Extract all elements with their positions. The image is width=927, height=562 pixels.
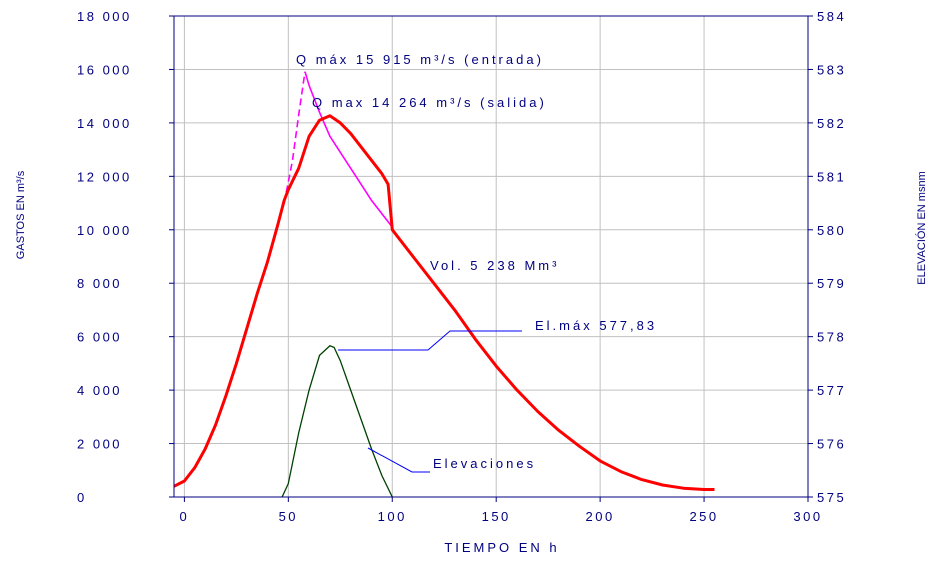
y-left-tick-label-5: 10 000 bbox=[77, 223, 132, 238]
y-right-tick-label-579: 579 bbox=[817, 276, 846, 291]
annotation-qmax_in: Q máx 15 915 m³/s (entrada) bbox=[296, 52, 544, 67]
y-left-tick-label-0: 0 bbox=[77, 490, 87, 505]
x-tick-label-150: 150 bbox=[482, 509, 511, 524]
grid-lines bbox=[174, 16, 808, 497]
x-axis-label: TIEMPO EN h bbox=[444, 540, 559, 555]
y-left-tick-label-3: 6 000 bbox=[77, 330, 122, 345]
series-group bbox=[173, 71, 715, 498]
leader-elevaciones bbox=[367, 447, 430, 473]
series-entrada-falling bbox=[304, 71, 393, 228]
y-right-tick-label-584: 584 bbox=[817, 9, 846, 24]
y-right-tick-label-578: 578 bbox=[817, 330, 846, 345]
annotation-labels: Q máx 15 915 m³/s (entrada) Q max 14 264 … bbox=[296, 52, 657, 471]
y-left-tick-label-1: 2 000 bbox=[77, 437, 122, 452]
x-tick-label-300: 300 bbox=[793, 509, 822, 524]
series-salida bbox=[173, 114, 715, 491]
y-axis-label-left: GASTOS EN m³/s bbox=[15, 170, 27, 259]
x-tick-label-200: 200 bbox=[586, 509, 615, 524]
series-entrada-rising bbox=[283, 71, 306, 204]
y-right-tick-label-581: 581 bbox=[817, 169, 846, 184]
annotation-leaders bbox=[338, 330, 522, 473]
annotation-elev: Elevaciones bbox=[433, 456, 536, 471]
y-right-tick-label-575: 575 bbox=[817, 490, 846, 505]
y-left-tick-label-7: 14 000 bbox=[77, 116, 132, 131]
annotation-qmax_out: Q max 14 264 m³/s (salida) bbox=[312, 95, 547, 110]
y-right-tick-label-583: 583 bbox=[817, 62, 846, 77]
y-axis-label-right: ELEVACIÓN EN msnm bbox=[915, 171, 927, 285]
x-tick-label-100: 100 bbox=[378, 509, 407, 524]
y-left-tick-label-8: 16 000 bbox=[77, 62, 132, 77]
y-left-tick-label-6: 12 000 bbox=[77, 169, 132, 184]
x-tick-label-0: 0 bbox=[180, 509, 190, 524]
y-left-tick-label-9: 18 000 bbox=[77, 9, 132, 24]
y-right-tick-label-582: 582 bbox=[817, 116, 846, 131]
y-right-tick-label-576: 576 bbox=[817, 437, 846, 452]
x-tick-label-50: 50 bbox=[279, 509, 298, 524]
tick-labels: 0 50 100 150 200 250 300 0 2 000 4 000 6 000 8 000 1… bbox=[77, 9, 846, 524]
axes-group bbox=[169, 15, 813, 502]
x-tick-label-250: 250 bbox=[689, 509, 718, 524]
y-right-tick-label-580: 580 bbox=[817, 223, 846, 238]
leader-elmax bbox=[338, 330, 522, 351]
y-left-tick-label-2: 4 000 bbox=[77, 383, 122, 398]
series-elevaciones bbox=[281, 345, 393, 498]
y-right-tick-label-577: 577 bbox=[817, 383, 846, 398]
annotation-elmax: El.máx 577,83 bbox=[535, 318, 657, 333]
annotation-vol: Vol. 5 238 Mm³ bbox=[430, 258, 559, 273]
y-left-tick-label-4: 8 000 bbox=[77, 276, 122, 291]
